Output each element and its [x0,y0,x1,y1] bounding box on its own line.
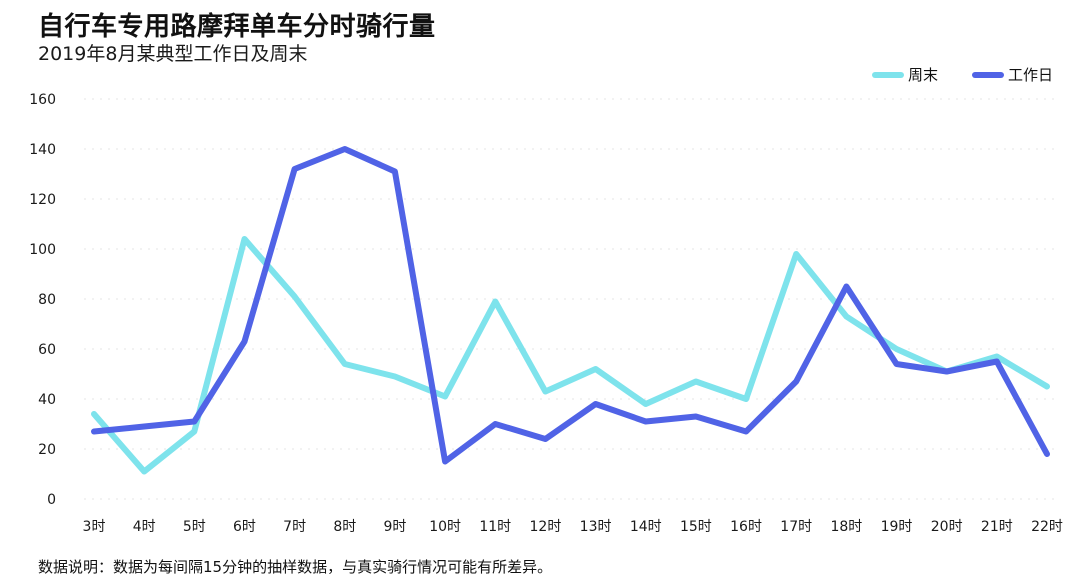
x-tick-label: 12时 [530,519,562,535]
legend: 周末 工作日 [872,66,1053,84]
y-tick-label: 0 [47,492,56,508]
x-tick-label: 7时 [283,519,306,535]
x-tick-label: 5时 [183,519,206,535]
x-axis: 3时 4时 5时 6时 7时 8时 9时 10时 11时 12时 13时 14时 15时 16时 17时 18… [83,519,1063,535]
x-tick-label: 3时 [83,519,106,535]
x-tick-label: 22时 [1031,519,1063,535]
x-tick-label: 10时 [429,519,461,535]
legend-label: 工作日 [1008,66,1053,84]
x-tick-label: 18时 [830,519,862,535]
x-tick-label: 4时 [133,519,156,535]
series-line-周末 [91,236,1050,475]
y-tick-label: 100 [29,242,56,258]
x-tick-label: 6时 [233,519,256,535]
x-tick-label: 17时 [780,519,812,535]
x-tick-label: 14时 [630,519,662,535]
x-tick-label: 20时 [931,519,963,535]
x-tick-label: 11时 [479,519,511,535]
chart-subtitle: 2019年8月某典型工作日及周末 [38,43,308,65]
y-tick-label: 40 [38,392,56,408]
series-line-工作日 [91,146,1050,465]
y-tick-label: 20 [38,442,56,458]
x-tick-label: 19时 [881,519,913,535]
x-tick-label: 9时 [383,519,406,535]
legend-label: 周末 [908,66,938,84]
y-tick-label: 60 [38,342,56,358]
x-tick-label: 21时 [981,519,1013,535]
y-tick-label: 160 [29,92,56,108]
x-tick-label: 16时 [730,519,762,535]
y-tick-label: 120 [29,192,56,208]
x-tick-label: 15时 [680,519,712,535]
chart-title: 自行车专用路摩拜单车分时骑行量 [38,12,436,42]
x-tick-label: 13时 [580,519,612,535]
y-axis: 0 20 40 60 80 100 120 140 160 [29,92,56,508]
series-lines [91,146,1050,475]
y-tick-label: 80 [38,292,56,308]
data-footnote: 数据说明：数据为每间隔15分钟的抽样数据，与真实骑行情况可能有所差异。 [38,558,553,576]
y-tick-label: 140 [29,142,56,158]
x-tick-label: 8时 [333,519,356,535]
